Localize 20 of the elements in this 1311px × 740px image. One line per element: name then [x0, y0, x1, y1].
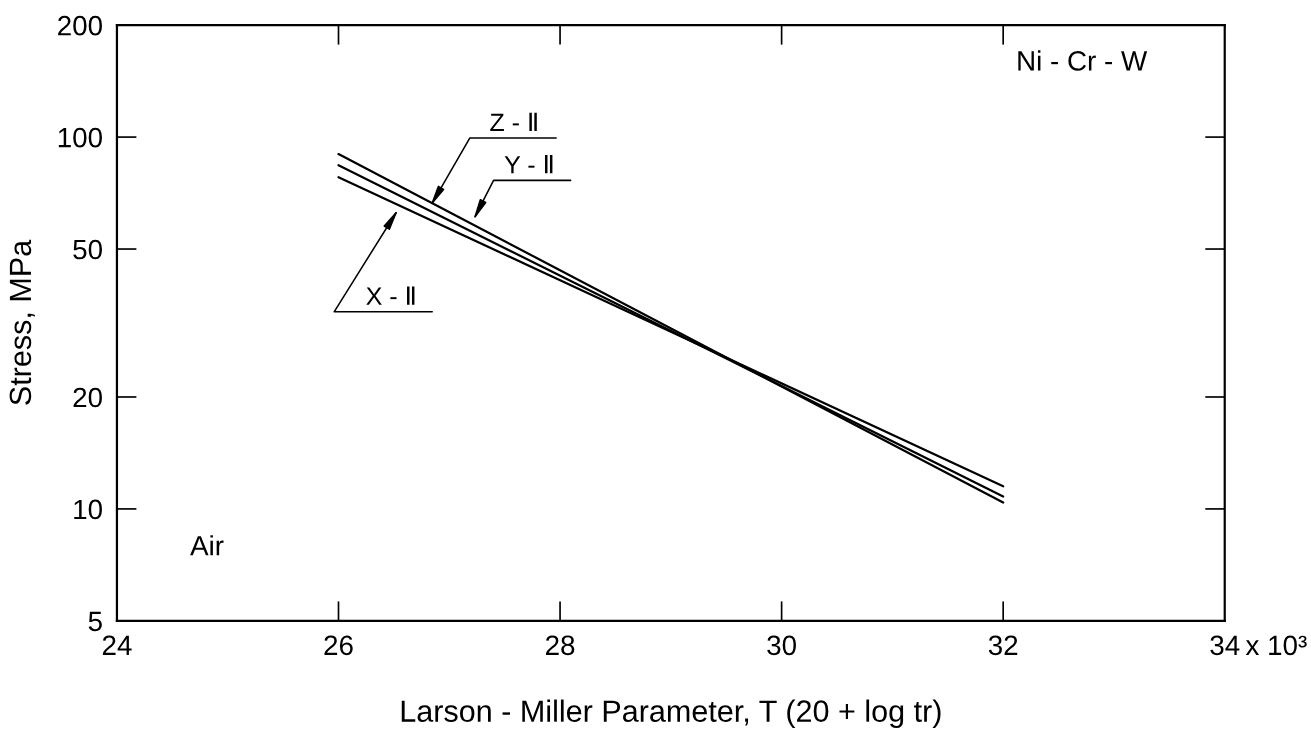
y-tick-label: 200 [58, 15, 102, 36]
x-tick-label: 34 [1210, 635, 1240, 656]
y-tick-label: 100 [58, 127, 102, 148]
y-axis-title: Stress, MPa [9, 239, 35, 405]
x-tick-label: 24 [102, 635, 132, 655]
x-tick-label: 26 [324, 635, 353, 656]
x-tick-label: 30 [767, 635, 796, 656]
y-tick-label: 5 [88, 611, 102, 632]
x-tick-label: 28 [546, 635, 575, 656]
y-tick-label: 20 [73, 387, 102, 408]
text: X - Ⅱ [366, 286, 415, 305]
y-tick-label: 50 [73, 239, 102, 260]
text: x 10³ [1245, 635, 1307, 656]
text: Z - Ⅱ [490, 112, 537, 132]
annotation: Air [190, 535, 224, 556]
annotation: Ni - Cr - W [1018, 50, 1148, 71]
x-tick-label: 32 [988, 635, 1018, 656]
y-tick-label: 10 [74, 499, 102, 520]
text: Y - Ⅱ [504, 155, 553, 174]
x-axis-title: Larson - Miller Parameter, T (20 + log tr) [401, 699, 941, 729]
